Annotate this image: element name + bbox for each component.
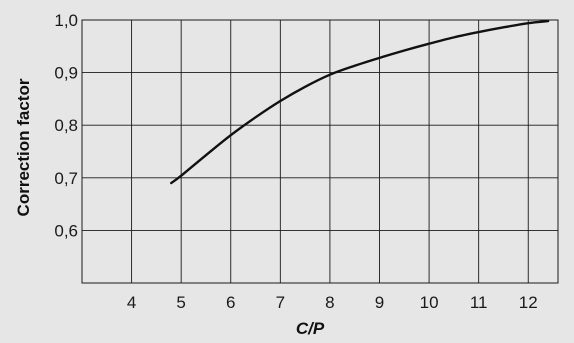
y-tick-labels: 0,6 0,7 0,8 0,9 1,0: [54, 11, 78, 240]
plot-frame: [81, 19, 559, 284]
plot-area: [82, 20, 558, 283]
x-tick-label: 9: [375, 293, 384, 312]
x-axis-title: C/P: [296, 319, 325, 338]
y-tick-label: 0,6: [54, 221, 78, 240]
y-tick-label: 0,7: [54, 169, 78, 188]
x-tick-labels: 4 5 6 7 8 9 10 11 12: [127, 293, 538, 312]
x-tick-label: 10: [420, 293, 439, 312]
y-tick-label: 1,0: [54, 11, 78, 30]
y-axis-title: Correction factor: [14, 78, 33, 216]
x-tick-label: 12: [519, 293, 538, 312]
x-tick-label: 6: [226, 293, 235, 312]
series-line: [170, 19, 550, 185]
x-tick-label: 4: [127, 293, 136, 312]
y-tick-label: 0,8: [54, 116, 78, 135]
y-tick-label: 0,9: [54, 64, 78, 83]
x-tick-label: 11: [470, 293, 488, 312]
x-tick-label: 7: [276, 293, 285, 312]
x-tick-label: 5: [176, 293, 185, 312]
x-tick-label: 8: [325, 293, 334, 312]
